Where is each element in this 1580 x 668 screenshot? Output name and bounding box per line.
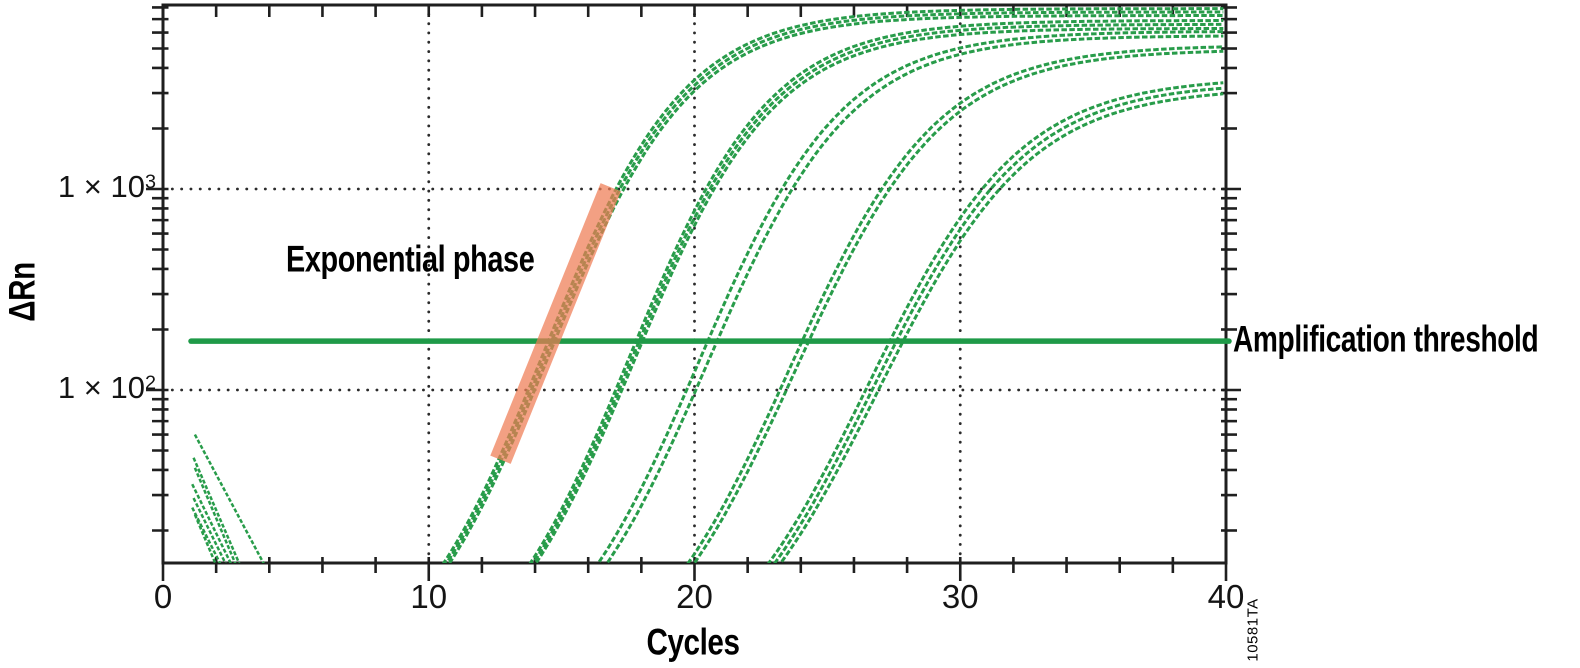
amplification-curve-dilution-5-rep1	[766, 81, 1224, 563]
amplification-curve-dilution-1-rep3	[447, 14, 1224, 563]
amplification-curve-dilution-2-rep2	[531, 22, 1224, 563]
amplification-curve-dilution-1-rep1	[441, 7, 1224, 563]
x-tick-label-10: 10	[410, 578, 448, 615]
amplification-curve-dilution-2-rep1	[528, 19, 1224, 563]
amplification-threshold-label: Amplification threshold	[1233, 318, 1539, 360]
baseline-noise-strand	[193, 434, 265, 563]
baseline-noise-strand	[193, 467, 237, 563]
x-tick-label-20: 20	[676, 578, 713, 615]
baseline-noise-strand	[192, 457, 241, 563]
y-tick-label-1e3: 1 × 103	[57, 169, 156, 204]
plot-content	[191, 7, 1224, 563]
axis-ticks	[146, 3, 1241, 581]
y-tick-label-1e2: 1 × 102	[57, 370, 156, 405]
baseline-noise	[191, 434, 265, 563]
exponential-phase-label: Exponential phase	[286, 238, 535, 280]
amplification-curve-dilution-3-rep1	[596, 30, 1224, 563]
baseline-noise-strand	[193, 514, 217, 563]
amplification-curve-dilution-4-rep1	[686, 45, 1224, 563]
gridlines	[161, 3, 1228, 565]
x-tick-label-0: 0	[153, 578, 173, 615]
x-tick-label-40: 40	[1207, 578, 1245, 615]
x-tick-label-30: 30	[941, 578, 979, 615]
amplification-curves	[441, 7, 1224, 563]
baseline-noise-strand	[192, 497, 227, 563]
baseline-noise-strand	[191, 483, 232, 563]
exponential-phase-bar	[490, 183, 621, 464]
amplification-curve-dilution-4-rep2	[692, 49, 1224, 563]
amplification-curve-dilution-2-rep3	[534, 27, 1224, 563]
y-axis-title: ΔRn	[1, 262, 43, 322]
amplification-curve-dilution-5-rep2	[772, 86, 1224, 563]
amplification-curve-dilution-1-rep2	[444, 10, 1224, 563]
x-axis-title: Cycles	[646, 621, 740, 663]
